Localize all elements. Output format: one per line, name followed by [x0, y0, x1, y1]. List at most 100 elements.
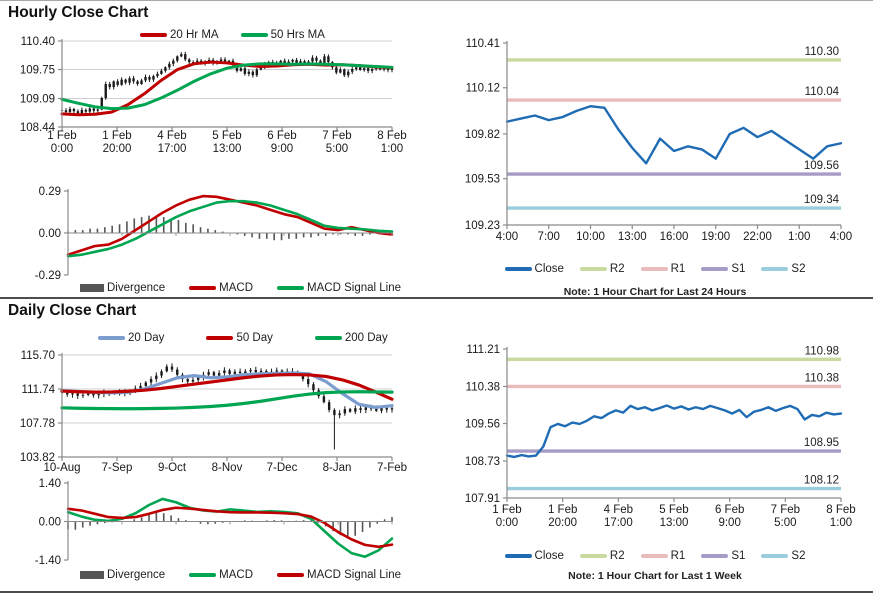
svg-text:16:00: 16:00	[660, 231, 689, 243]
line-swatch-icon	[761, 267, 789, 271]
svg-text:111.74: 111.74	[22, 384, 56, 396]
hourly-price-legend: 20 Hr MA 50 Hrs MA	[140, 29, 325, 41]
svg-text:109.56: 109.56	[465, 419, 500, 431]
svg-text:1:00: 1:00	[788, 231, 810, 243]
svg-text:7 Feb: 7 Feb	[771, 504, 800, 516]
legend-item-20hr-ma: 20 Hr MA	[140, 29, 219, 41]
svg-text:6 Feb: 6 Feb	[715, 504, 744, 516]
line-swatch-icon	[277, 286, 305, 290]
svg-text:7 Feb: 7 Feb	[322, 130, 351, 142]
legend-item-close: Close	[504, 263, 564, 275]
bar-swatch-icon	[80, 571, 104, 579]
section-divider	[0, 297, 873, 299]
svg-text:0:00: 0:00	[51, 143, 73, 155]
svg-text:109.53: 109.53	[465, 174, 500, 186]
legend-item-r2: R2	[579, 550, 625, 562]
line-swatch-icon	[504, 267, 532, 271]
svg-text:109.34: 109.34	[804, 194, 840, 206]
line-swatch-icon	[240, 33, 268, 37]
line-swatch-icon	[579, 267, 607, 271]
daily-price-legend: 20 Day 50 Day 200 Day	[98, 332, 388, 344]
svg-text:110.40: 110.40	[21, 36, 55, 48]
legend-item-r2: R2	[579, 263, 625, 275]
svg-text:110.38: 110.38	[466, 381, 500, 393]
line-swatch-icon	[640, 267, 668, 271]
legend-item-200day: 200 Day	[314, 332, 388, 344]
hourly-section-title: Hourly Close Chart	[8, 4, 149, 21]
line-swatch-icon	[701, 267, 729, 271]
svg-text:110.04: 110.04	[805, 86, 840, 98]
svg-text:13:00: 13:00	[618, 231, 647, 243]
svg-text:108.95: 108.95	[804, 437, 839, 449]
line-swatch-icon	[140, 33, 167, 37]
line-swatch-icon	[189, 286, 217, 290]
svg-text:1 Feb: 1 Feb	[492, 504, 521, 516]
svg-text:20:00: 20:00	[548, 517, 577, 529]
bottom-divider	[0, 591, 873, 593]
svg-text:1:00: 1:00	[830, 517, 852, 529]
svg-text:4:00: 4:00	[496, 231, 518, 243]
daily-levels-legend: Close R2 R1 S1 S2	[437, 550, 873, 562]
svg-text:5:00: 5:00	[774, 517, 796, 529]
svg-text:110.30: 110.30	[805, 46, 839, 58]
svg-text:109.23: 109.23	[465, 220, 500, 232]
svg-text:19:00: 19:00	[701, 231, 730, 243]
line-swatch-icon	[206, 336, 234, 340]
svg-text:13:00: 13:00	[213, 143, 242, 155]
svg-text:110.98: 110.98	[805, 345, 839, 357]
line-swatch-icon	[701, 554, 729, 558]
legend-item-r1: R1	[640, 550, 685, 562]
line-swatch-icon	[314, 336, 342, 340]
svg-text:7:00: 7:00	[538, 231, 560, 243]
svg-text:1:00: 1:00	[381, 143, 403, 155]
legend-item-divergence: Divergence	[80, 569, 165, 581]
svg-text:107.78: 107.78	[20, 418, 55, 430]
svg-text:0:00: 0:00	[496, 517, 518, 529]
legend-item-divergence: Divergence	[80, 282, 165, 294]
svg-text:1.40: 1.40	[39, 478, 61, 490]
line-swatch-icon	[277, 573, 305, 577]
svg-text:1 Feb: 1 Feb	[548, 504, 577, 516]
legend-item-s1: S1	[701, 263, 745, 275]
legend-item-20day: 20 Day	[98, 332, 164, 344]
svg-text:-1.40: -1.40	[35, 555, 61, 567]
svg-text:103.82: 103.82	[20, 452, 55, 464]
daily-note: Note: 1 Hour Chart for Last 1 Week	[568, 570, 742, 582]
svg-text:108.73: 108.73	[465, 456, 500, 468]
daily-macd-chart: 1.40 0.00 -1.40	[35, 478, 394, 567]
legend-item-macd-signal: MACD Signal Line	[277, 569, 401, 581]
svg-text:4 Feb: 4 Feb	[604, 504, 633, 516]
legend-item-macd: MACD	[189, 569, 253, 581]
bar-swatch-icon	[80, 284, 104, 292]
svg-text:20:00: 20:00	[103, 143, 132, 155]
svg-text:109.09: 109.09	[20, 93, 55, 105]
legend-item-s2: S2	[761, 263, 805, 275]
svg-text:109.56: 109.56	[804, 160, 839, 172]
legend-item-r1: R1	[640, 263, 685, 275]
svg-text:0.29: 0.29	[39, 186, 61, 198]
svg-text:22:00: 22:00	[743, 231, 772, 243]
svg-text:10:00: 10:00	[576, 231, 605, 243]
line-swatch-icon	[640, 554, 668, 558]
legend-item-macd: MACD	[189, 282, 253, 294]
svg-text:108.12: 108.12	[804, 475, 839, 487]
hourly-levels-chart: 110.30 110.04 109.56 109.34 110.41 110.12 109.…	[465, 38, 852, 243]
svg-text:108.44: 108.44	[20, 122, 56, 134]
legend-item-s1: S1	[701, 550, 745, 562]
svg-text:7-Feb: 7-Feb	[377, 462, 407, 474]
daily-section-title: Daily Close Chart	[8, 302, 137, 319]
svg-text:1 Feb: 1 Feb	[102, 130, 131, 142]
line-swatch-icon	[761, 554, 789, 558]
svg-text:109.75: 109.75	[20, 65, 55, 77]
daily-levels-chart: 110.98 110.38 108.95 108.12 111.21 110.38 109.…	[465, 344, 856, 529]
svg-text:0.00: 0.00	[39, 517, 61, 529]
hourly-levels-legend: Close R2 R1 S1 S2	[437, 263, 873, 275]
svg-text:8-Nov: 8-Nov	[212, 462, 243, 474]
svg-text:7-Sep: 7-Sep	[102, 462, 133, 474]
svg-text:9:00: 9:00	[718, 517, 740, 529]
hourly-macd-legend: Divergence MACD MACD Signal Line	[80, 282, 401, 294]
svg-text:0.00: 0.00	[39, 228, 61, 240]
